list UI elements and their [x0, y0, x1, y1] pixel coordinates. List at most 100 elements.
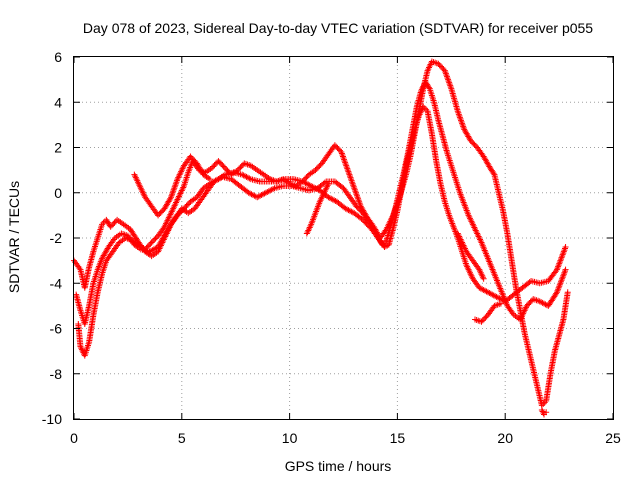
data-point: [238, 163, 245, 170]
data-point: [490, 170, 497, 177]
data-point: [190, 156, 197, 163]
data-point: [236, 165, 243, 172]
data-point: [155, 212, 162, 219]
y-tick-label: -6: [50, 321, 63, 337]
data-point: [437, 63, 444, 70]
data-point: [107, 223, 114, 230]
data-point: [562, 244, 569, 251]
x-tick-label: 0: [70, 430, 78, 446]
data-point: [312, 167, 319, 174]
data-point: [218, 160, 225, 167]
data-point: [188, 154, 195, 161]
y-tick-label: 6: [54, 49, 62, 65]
data-point: [187, 153, 194, 160]
data-point: [482, 314, 489, 321]
data-point: [425, 84, 432, 91]
data-point: [325, 180, 332, 187]
data-point: [184, 201, 191, 208]
data-point: [216, 159, 223, 166]
data-point: [303, 174, 310, 181]
data-point: [237, 164, 244, 171]
data-point: [436, 62, 443, 69]
data-point: [223, 166, 230, 173]
data-point: [302, 175, 309, 182]
data-point: [321, 179, 328, 186]
data-point: [147, 240, 154, 247]
y-tick-label: 4: [54, 94, 62, 110]
data-point: [212, 160, 219, 167]
data-point: [148, 239, 155, 246]
data-point: [315, 164, 322, 171]
x-axis-label: GPS time / hours: [285, 458, 392, 474]
data-point: [158, 208, 165, 215]
data-point: [110, 220, 117, 227]
data-point: [142, 246, 149, 253]
data-point: [300, 177, 307, 184]
data-point: [157, 209, 164, 216]
data-point: [480, 275, 487, 282]
data-point: [526, 300, 533, 307]
data-point: [220, 163, 227, 170]
data-point: [478, 318, 485, 325]
data-point: [225, 168, 232, 175]
data-point: [470, 140, 477, 147]
data-point: [540, 409, 547, 416]
chart-title: Day 078 of 2023, Sidereal Day-to-day VTE…: [83, 20, 593, 36]
ticks: 0 5 10 15 20 25 -10 -8 -6 -4 -2 0 2 4 6: [42, 49, 621, 446]
data-point: [439, 64, 446, 71]
data-point: [497, 300, 504, 307]
y-tick-label: 0: [54, 185, 62, 201]
data-point: [246, 175, 253, 182]
data-point: [525, 301, 532, 308]
data-point: [527, 298, 534, 305]
data-point: [234, 167, 241, 174]
x-tick-label: 10: [282, 430, 298, 446]
y-tick-label: -8: [50, 366, 63, 382]
data-point: [479, 317, 486, 324]
x-tick-label: 5: [178, 430, 186, 446]
data-point: [539, 408, 546, 415]
data-point: [219, 162, 226, 169]
data-point: [481, 315, 488, 322]
data-point: [333, 143, 340, 150]
data-point: [270, 185, 277, 192]
data-point: [146, 242, 153, 249]
x-tick-label: 15: [390, 430, 406, 446]
data-point: [151, 236, 158, 243]
data-point: [149, 238, 156, 245]
data-point: [335, 146, 342, 153]
data-point: [156, 211, 163, 218]
data-point: [108, 222, 115, 229]
data-point: [144, 243, 151, 250]
data-point: [553, 290, 560, 297]
data-point: [331, 142, 338, 149]
data-point: [316, 163, 323, 170]
data-point: [339, 184, 346, 191]
data-point: [468, 139, 475, 146]
x-tick-label: 25: [605, 430, 621, 446]
data-point: [143, 244, 150, 251]
data-point: [299, 178, 306, 185]
data-point: [435, 60, 442, 67]
data-point: [152, 235, 159, 242]
data-point: [471, 141, 478, 148]
data-point: [467, 137, 474, 144]
data-point: [221, 164, 228, 171]
data-point: [523, 302, 530, 309]
y-tick-label: -10: [42, 411, 62, 427]
x-tick-label: 20: [497, 430, 513, 446]
data-point: [206, 176, 213, 183]
data-point: [167, 195, 174, 202]
y-tick-label: 2: [54, 140, 62, 156]
data-point: [208, 164, 215, 171]
data-point: [313, 165, 320, 172]
data-point: [562, 266, 569, 273]
data-point: [183, 202, 190, 209]
data-point: [543, 409, 550, 416]
data-point: [111, 219, 118, 226]
data-layer: [71, 58, 571, 418]
data-point: [224, 167, 231, 174]
y-tick-label: -4: [50, 275, 63, 291]
plot-frame: [73, 56, 614, 420]
